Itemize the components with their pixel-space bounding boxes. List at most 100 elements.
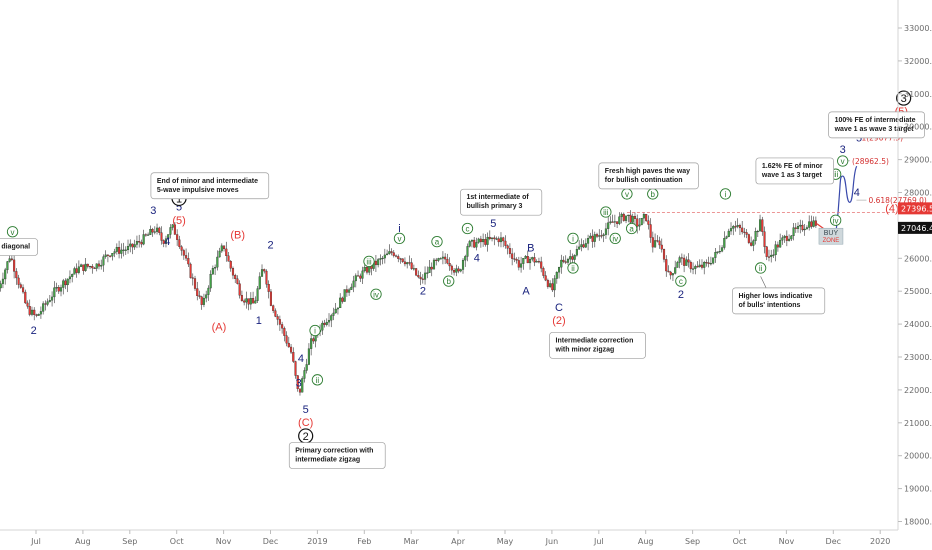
candle-body bbox=[122, 249, 125, 251]
candle-body bbox=[477, 238, 480, 243]
wave-label: iii bbox=[603, 208, 609, 217]
candle-body bbox=[216, 256, 219, 268]
candle-body bbox=[124, 249, 127, 251]
wave-label: ii bbox=[571, 264, 575, 273]
candle-body bbox=[287, 342, 290, 348]
wave-label-circle bbox=[625, 222, 638, 235]
candle-body bbox=[267, 284, 270, 292]
candle-body bbox=[28, 306, 31, 315]
x-tick-label: Nov bbox=[779, 537, 795, 546]
candle-body bbox=[526, 256, 529, 264]
candle-body bbox=[665, 259, 668, 272]
wave-label-circle bbox=[6, 226, 19, 238]
wave-label: ii bbox=[316, 376, 320, 385]
candle-body bbox=[285, 335, 288, 344]
candle-body bbox=[82, 264, 85, 271]
wave-label: i bbox=[398, 223, 400, 235]
candle-body bbox=[207, 287, 210, 295]
candle-body bbox=[73, 268, 76, 275]
candle-body bbox=[95, 263, 98, 269]
candle-body bbox=[272, 305, 275, 311]
candle-body bbox=[171, 224, 174, 228]
candle-body bbox=[189, 263, 192, 278]
candle-body bbox=[450, 265, 453, 271]
annotation-text: wave 1 as 3 target bbox=[761, 172, 823, 179]
buy-zone-box bbox=[818, 227, 844, 245]
candle-body bbox=[303, 370, 306, 379]
annotation-text: Fresh high paves the way bbox=[605, 168, 690, 175]
candle-body bbox=[336, 307, 339, 310]
candle-body bbox=[553, 278, 556, 291]
candle-body bbox=[187, 258, 190, 265]
wave-label-circle bbox=[675, 275, 687, 287]
candle-body bbox=[298, 388, 302, 393]
candle-body bbox=[182, 250, 185, 256]
candle-body bbox=[426, 272, 429, 274]
candle-body bbox=[403, 261, 406, 265]
annotation-box bbox=[0, 238, 38, 256]
candle-body bbox=[410, 262, 413, 269]
candle-body bbox=[406, 262, 409, 265]
wave-label-circle bbox=[431, 235, 443, 248]
annotation-text: bullish primary 3 bbox=[466, 203, 522, 210]
wave-label: 5 bbox=[490, 218, 496, 230]
candle-body bbox=[743, 231, 746, 233]
candle-body bbox=[44, 303, 47, 305]
candle-body bbox=[113, 251, 116, 254]
candle-body bbox=[805, 227, 808, 230]
candle-body bbox=[633, 216, 637, 219]
candle-body bbox=[580, 244, 583, 248]
candle-body bbox=[562, 259, 565, 262]
candle-body bbox=[783, 235, 786, 238]
candle-body bbox=[339, 297, 342, 309]
candle-body bbox=[106, 254, 109, 256]
candle-body bbox=[115, 247, 118, 252]
x-tick-label: Mar bbox=[404, 537, 420, 546]
candle-body bbox=[499, 237, 503, 243]
candle-body bbox=[808, 221, 811, 228]
candle-body bbox=[667, 270, 670, 273]
candle-body bbox=[549, 283, 552, 287]
candle-body bbox=[202, 297, 205, 305]
wave-label: 2 bbox=[267, 239, 273, 251]
candle-body bbox=[120, 249, 123, 254]
candle-body bbox=[42, 303, 45, 312]
candle-body bbox=[88, 266, 92, 268]
candle-body bbox=[803, 228, 806, 231]
wave-label-circle bbox=[393, 232, 406, 245]
candle-body bbox=[8, 258, 11, 262]
candle-body bbox=[57, 287, 60, 292]
candle-body bbox=[564, 261, 567, 263]
wave-label: iv bbox=[833, 216, 839, 225]
candle-body bbox=[211, 268, 214, 275]
wave-labels: v235(5)4(B)(A)21435(C)iiiiviiiiv2ab3c45(… bbox=[6, 90, 912, 444]
candle-body bbox=[616, 221, 619, 224]
candle-body bbox=[758, 219, 762, 232]
candle-body bbox=[533, 257, 536, 263]
candle-body bbox=[609, 221, 612, 223]
wave-label: 5 bbox=[176, 202, 182, 214]
wave-label: 4 bbox=[298, 353, 304, 365]
wave-label: 2 bbox=[31, 325, 37, 337]
candle-body bbox=[662, 249, 666, 260]
candle-body bbox=[77, 266, 80, 273]
wave-label: A bbox=[522, 285, 530, 297]
candle-body bbox=[292, 352, 295, 362]
candle-body bbox=[785, 235, 788, 241]
candle-body bbox=[401, 258, 404, 262]
x-tick-label: 2020 bbox=[870, 537, 890, 546]
candle-body bbox=[415, 268, 418, 276]
wave-label: (A) bbox=[212, 322, 227, 334]
candle-body bbox=[135, 241, 138, 245]
candle-body bbox=[571, 256, 574, 260]
candle-body bbox=[220, 245, 223, 252]
wave-label: c bbox=[679, 277, 683, 286]
price-label-text: 27046.4 bbox=[901, 224, 932, 233]
x-tick-label: Jul bbox=[593, 537, 604, 546]
candle-body bbox=[779, 240, 782, 248]
candle-body bbox=[435, 259, 438, 261]
candle-body bbox=[814, 220, 817, 226]
annotation-text: 5-wave impulsive moves bbox=[157, 187, 239, 194]
candle-body bbox=[15, 271, 18, 279]
